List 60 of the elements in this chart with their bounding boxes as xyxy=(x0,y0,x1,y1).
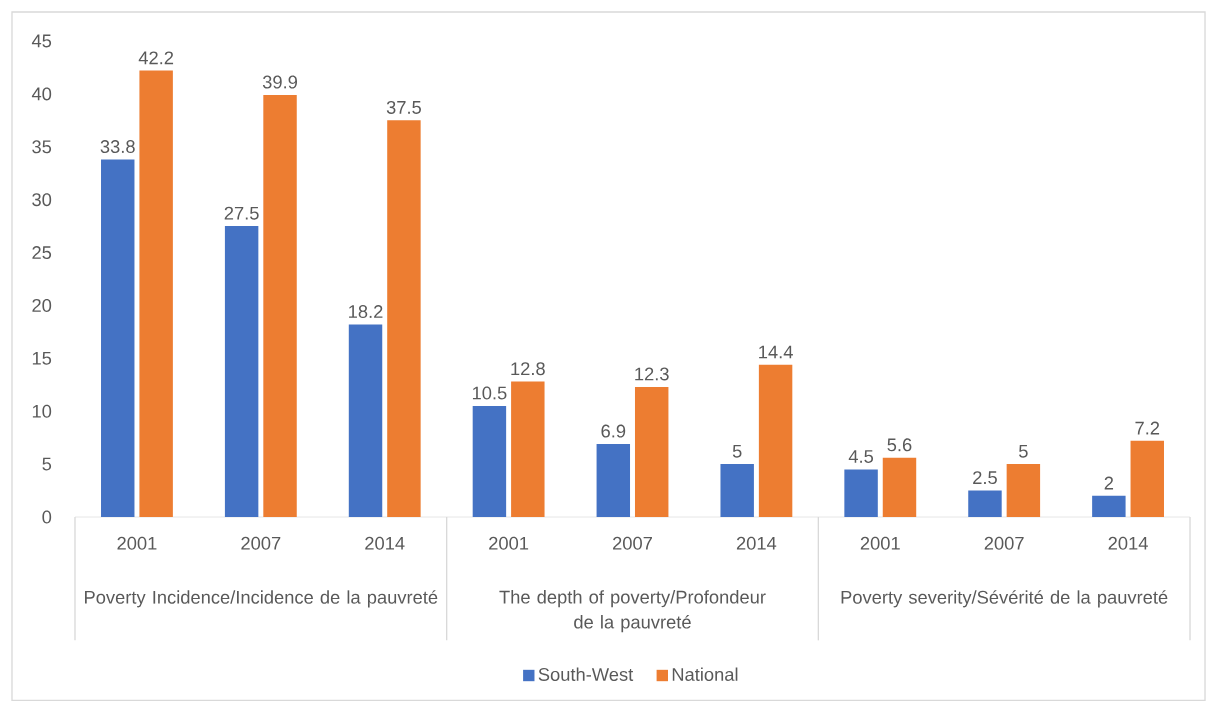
bar xyxy=(139,70,173,518)
data-label: 10.5 xyxy=(472,386,507,400)
bar xyxy=(968,490,1002,518)
bar xyxy=(882,457,917,518)
data-label: 6.9 xyxy=(601,424,626,438)
y-tick-label: 25 xyxy=(32,246,52,260)
x-tick-label: 2001 xyxy=(489,536,529,550)
x-tick-label: 2001 xyxy=(860,536,900,550)
bar xyxy=(634,386,669,518)
bar xyxy=(596,444,631,518)
data-label: 5 xyxy=(1019,444,1028,458)
bar xyxy=(224,226,259,518)
x-tick-label: 2007 xyxy=(984,536,1024,550)
bar xyxy=(472,405,507,518)
data-label: 4.5 xyxy=(848,450,874,463)
bar xyxy=(1130,440,1164,518)
text: Poverty Incidence/Incidence de la pauvreté xyxy=(85,590,438,608)
bar xyxy=(387,120,421,518)
legend-label: National xyxy=(672,667,738,681)
bar xyxy=(511,381,545,518)
data-label: 33.8 xyxy=(100,140,135,154)
x-tick-label: 2014 xyxy=(365,536,405,550)
data-label: 27.5 xyxy=(224,206,259,220)
text: Poverty severity/Sévérité de la pauvreté xyxy=(841,590,1168,608)
x-tick-label: 2001 xyxy=(117,536,157,550)
data-label: 42.2 xyxy=(138,51,174,65)
data-label: 5.6 xyxy=(887,438,912,452)
y-tick-label: 40 xyxy=(31,87,52,101)
x-tick-label: 2007 xyxy=(241,536,281,550)
text: The depth of poverty/Profondeur de la pauvreté xyxy=(499,590,766,633)
data-label: 12.3 xyxy=(635,367,669,381)
y-tick-label: 45 xyxy=(31,34,52,48)
y-tick-label: 0 xyxy=(42,510,52,524)
y-tick-label: 35 xyxy=(32,140,52,154)
bar xyxy=(1006,464,1041,518)
legend-label: South-West xyxy=(538,667,634,681)
y-tick-label: 10 xyxy=(32,404,52,418)
x-tick-label: 2007 xyxy=(613,536,652,550)
data-label: 2 xyxy=(1104,476,1114,490)
data-label: 18.2 xyxy=(349,305,383,319)
bar xyxy=(1092,495,1126,518)
y-tick-label: 15 xyxy=(32,351,52,365)
data-label: 2.5 xyxy=(973,471,997,485)
y-tick-label: 20 xyxy=(32,298,52,312)
bar xyxy=(844,469,878,518)
y-tick-label: 5 xyxy=(42,457,52,471)
y-tick-label: 30 xyxy=(32,193,52,207)
bar xyxy=(758,364,793,518)
bar xyxy=(348,324,383,518)
bar xyxy=(263,94,297,518)
data-label: 5 xyxy=(732,444,742,458)
bar xyxy=(101,159,135,518)
data-label: 39.9 xyxy=(262,75,298,89)
x-tick-label: 2014 xyxy=(736,536,777,550)
x-tick-label: 2014 xyxy=(1108,536,1148,550)
data-label: 14.4 xyxy=(759,345,793,359)
data-label: 37.5 xyxy=(386,100,421,114)
data-label: 7.2 xyxy=(1135,421,1160,435)
data-label: 12.8 xyxy=(511,362,545,376)
bar xyxy=(720,464,754,518)
